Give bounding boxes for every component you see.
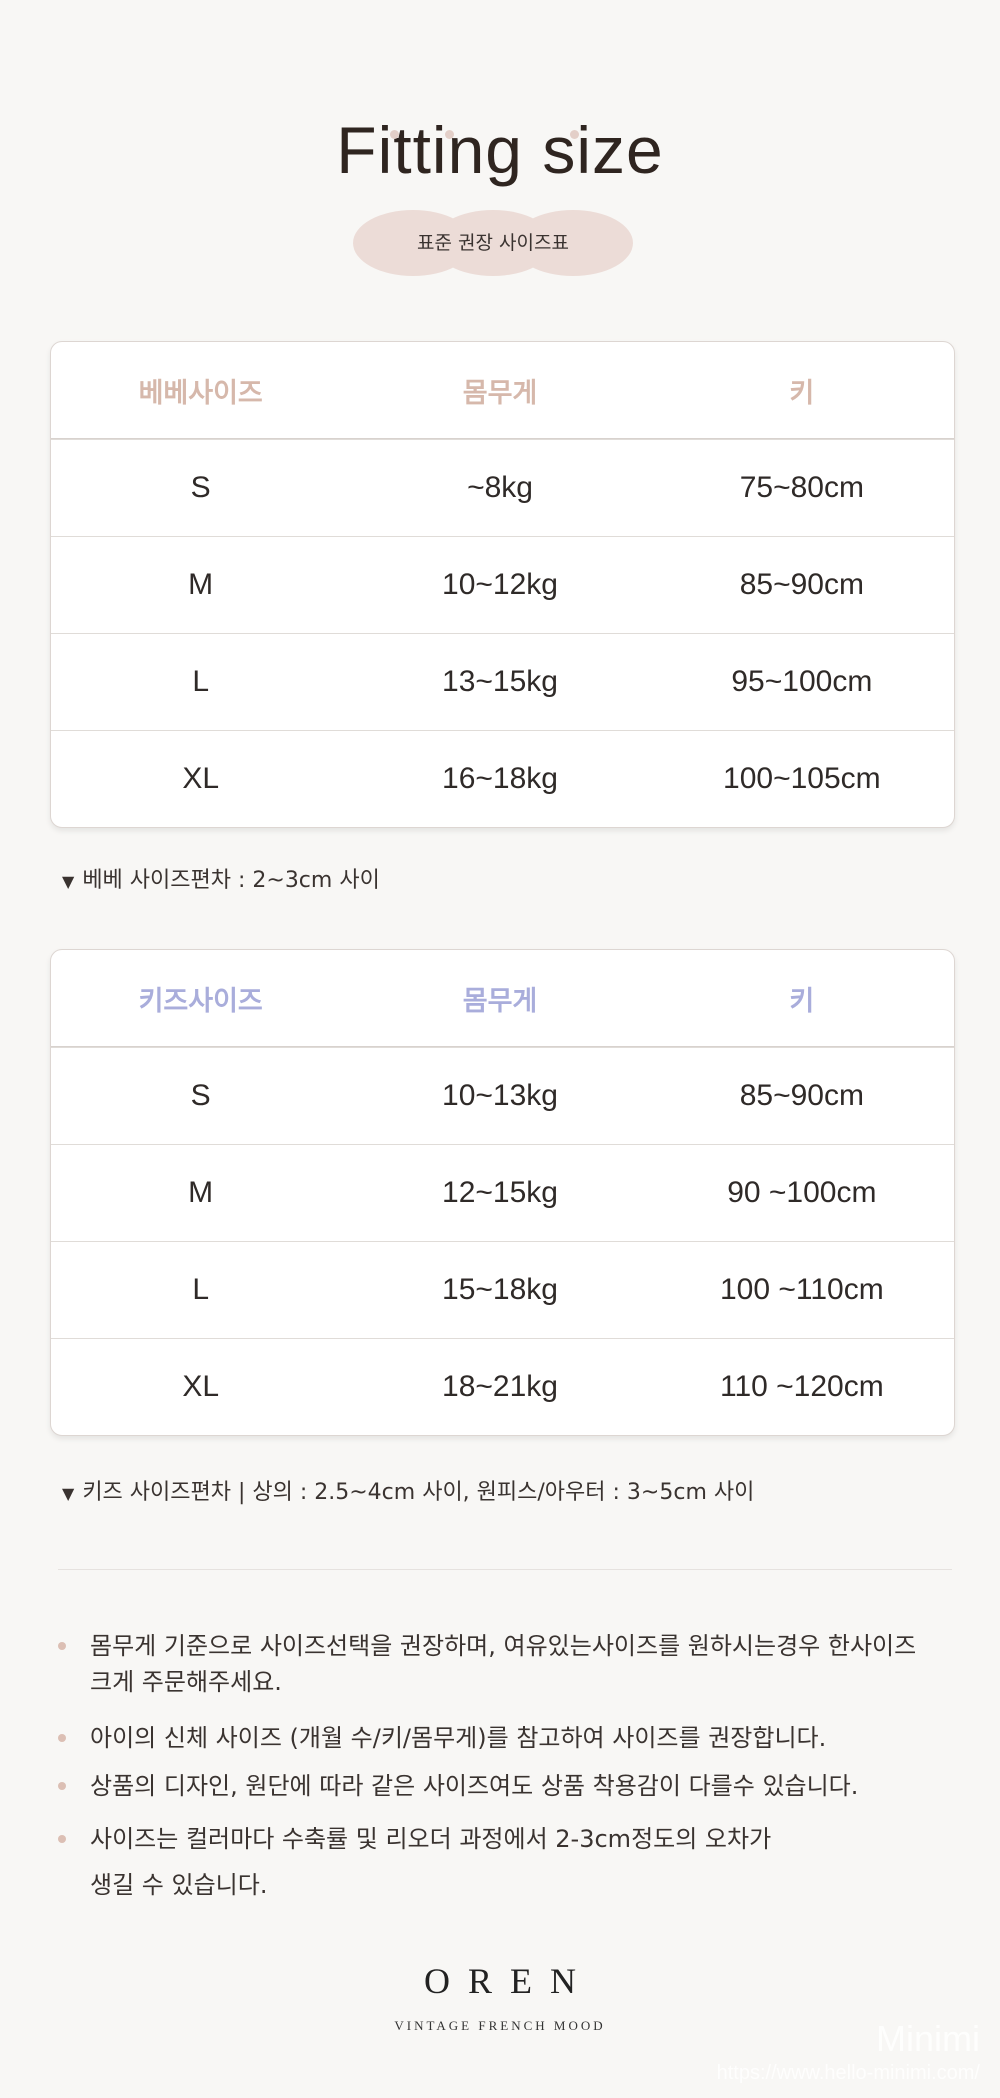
page-title: Fitting size [336, 113, 664, 187]
weight-cell: 15~18kg [442, 1273, 558, 1306]
subtitle-badge: 표준 권장 사이즈표 [353, 210, 633, 276]
bullet-text: 상품의 디자인, 원단에 따라 같은 사이즈여도 상품 착용감이 다를수 있습니… [90, 1772, 859, 1800]
chevron-down-icon: ▼ [62, 872, 75, 891]
bullet-item: 상품의 디자인, 원단에 따라 같은 사이즈여도 상품 착용감이 다를수 있습니… [58, 1768, 958, 1804]
bebe-size-table: 베베사이즈 몸무게 키 S ~8kg 75~80cm M 10~12kg 85~90cm… [50, 341, 955, 828]
kids-size-note: ▼ 키즈 사이즈편차 | 상의 : 2.5~4cm 사이, 원피스/아우터 : 3… [62, 1474, 754, 1506]
table-row: L 13~15kg 95~100cm [51, 633, 954, 730]
header-cell: 키즈사이즈 [138, 985, 263, 1017]
size-cell: XL [182, 762, 220, 795]
weight-cell: 10~12kg [442, 568, 558, 601]
size-cell: S [190, 471, 211, 504]
size-cell: M [188, 1176, 214, 1209]
bullet-dot-icon [58, 1782, 66, 1790]
table-row: M 12~15kg 90 ~100cm [51, 1144, 954, 1241]
header-cell: 몸무게 [462, 377, 538, 409]
divider [58, 1569, 952, 1570]
size-cell: L [192, 665, 210, 698]
kids-size-table: 키즈사이즈 몸무게 키 S 10~13kg 85~90cm M 12~15kg 90 ~… [50, 949, 955, 1436]
height-cell: 110 ~120cm [719, 1370, 884, 1403]
weight-cell: 16~18kg [442, 762, 558, 795]
subtitle: 표준 권장 사이즈표 [417, 232, 569, 254]
decor-dot [570, 130, 579, 139]
header-cell: 키 [789, 985, 815, 1017]
brand-tagline: VINTAGE FRENCH MOOD [394, 2018, 606, 2033]
header-cell: 키 [789, 377, 815, 409]
table-header-row: 베베사이즈 몸무게 키 [51, 342, 954, 439]
weight-cell: 13~15kg [442, 665, 558, 698]
height-cell: 85~90cm [739, 568, 864, 601]
height-cell: 85~90cm [739, 1079, 864, 1112]
watermark-url: https://www.hello-minimi.com/ [716, 2062, 980, 2084]
bullet-dot-icon [58, 1642, 66, 1650]
bullet-item: 아이의 신체 사이즈 (개월 수/키/몸무게)를 참고하여 사이즈를 권장합니다… [58, 1720, 958, 1756]
chevron-down-icon: ▼ [62, 1484, 75, 1503]
note-text: 베베 사이즈편차 : 2~3cm 사이 [82, 868, 380, 893]
decor-dot [445, 130, 454, 139]
table-row: L 15~18kg 100 ~110cm [51, 1241, 954, 1338]
bebe-size-note: ▼ 베베 사이즈편차 : 2~3cm 사이 [62, 862, 380, 894]
table-row: S ~8kg 75~80cm [51, 439, 954, 536]
weight-cell: ~8kg [467, 471, 533, 504]
size-cell: M [188, 568, 214, 601]
weight-cell: 12~15kg [442, 1176, 558, 1209]
watermark-name: Minimi [876, 2018, 980, 2059]
table-row: S 10~13kg 85~90cm [51, 1047, 954, 1144]
height-cell: 95~100cm [731, 665, 873, 698]
decor-dot [390, 130, 399, 139]
size-cell: L [192, 1273, 210, 1306]
header-cell: 몸무게 [462, 985, 538, 1017]
bullet-text: 아이의 신체 사이즈 (개월 수/키/몸무게)를 참고하여 사이즈를 권장합니다… [90, 1724, 827, 1752]
bullet-text: 사이즈는 컬러마다 수축률 및 리오더 과정에서 2-3cm정도의 오차가 생길… [90, 1825, 772, 1899]
brand-logo: OREN [424, 1961, 594, 2001]
size-cell: XL [182, 1370, 220, 1403]
table-row: XL 16~18kg 100~105cm [51, 730, 954, 827]
table-header-row: 키즈사이즈 몸무게 키 [51, 950, 954, 1047]
note-text: 키즈 사이즈편차 | 상의 : 2.5~4cm 사이, 원피스/아우터 : 3~… [82, 1480, 755, 1505]
header-cell: 베베사이즈 [138, 377, 263, 409]
table-row: XL 18~21kg 110 ~120cm [51, 1338, 954, 1435]
bullet-item: 몸무게 기준으로 사이즈선택을 권장하며, 여유있는사이즈를 원하시는경우 한사… [58, 1628, 938, 1700]
height-cell: 100 ~110cm [719, 1273, 884, 1306]
height-cell: 90 ~100cm [727, 1176, 877, 1209]
bullet-dot-icon [58, 1835, 66, 1843]
size-cell: S [190, 1079, 211, 1112]
bullet-item: 사이즈는 컬러마다 수축률 및 리오더 과정에서 2-3cm정도의 오차가 생길… [58, 1816, 798, 1908]
weight-cell: 18~21kg [442, 1370, 558, 1403]
height-cell: 75~80cm [739, 471, 864, 504]
height-cell: 100~105cm [723, 762, 881, 795]
bullet-dot-icon [58, 1734, 66, 1742]
bullet-text: 몸무게 기준으로 사이즈선택을 권장하며, 여유있는사이즈를 원하시는경우 한사… [90, 1632, 917, 1696]
table-row: M 10~12kg 85~90cm [51, 536, 954, 633]
weight-cell: 10~13kg [442, 1079, 558, 1112]
